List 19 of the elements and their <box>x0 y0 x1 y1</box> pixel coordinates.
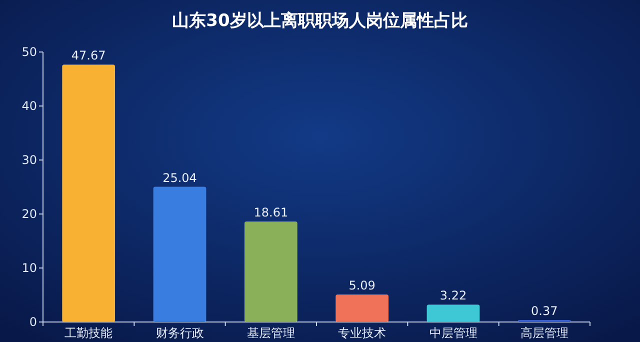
y-tick-label: 10 <box>22 261 37 275</box>
x-tick-label: 财务行政 <box>156 326 204 340</box>
y-tick-label: 0 <box>29 315 37 329</box>
data-label: 25.04 <box>162 170 197 185</box>
y-tick-label: 30 <box>22 153 37 167</box>
x-tick-label: 专业技术 <box>338 326 386 340</box>
data-label: 3.22 <box>440 288 467 303</box>
x-tick-label: 中层管理 <box>429 326 478 340</box>
y-tick-label: 20 <box>22 207 37 221</box>
x-tick-label: 基层管理 <box>246 326 295 340</box>
y-tick-label: 40 <box>22 99 37 113</box>
data-label: 0.37 <box>531 304 558 318</box>
data-label: 47.67 <box>71 48 106 63</box>
data-label: 18.61 <box>254 206 288 220</box>
chart-title: 山东30岁以上离职职场人岗位属性占比 <box>172 11 468 31</box>
x-tick-label: 工勤技能 <box>64 326 113 340</box>
data-label: 5.09 <box>348 278 376 293</box>
y-tick-label: 50 <box>22 45 37 59</box>
x-tick-label: 高层管理 <box>520 326 568 340</box>
